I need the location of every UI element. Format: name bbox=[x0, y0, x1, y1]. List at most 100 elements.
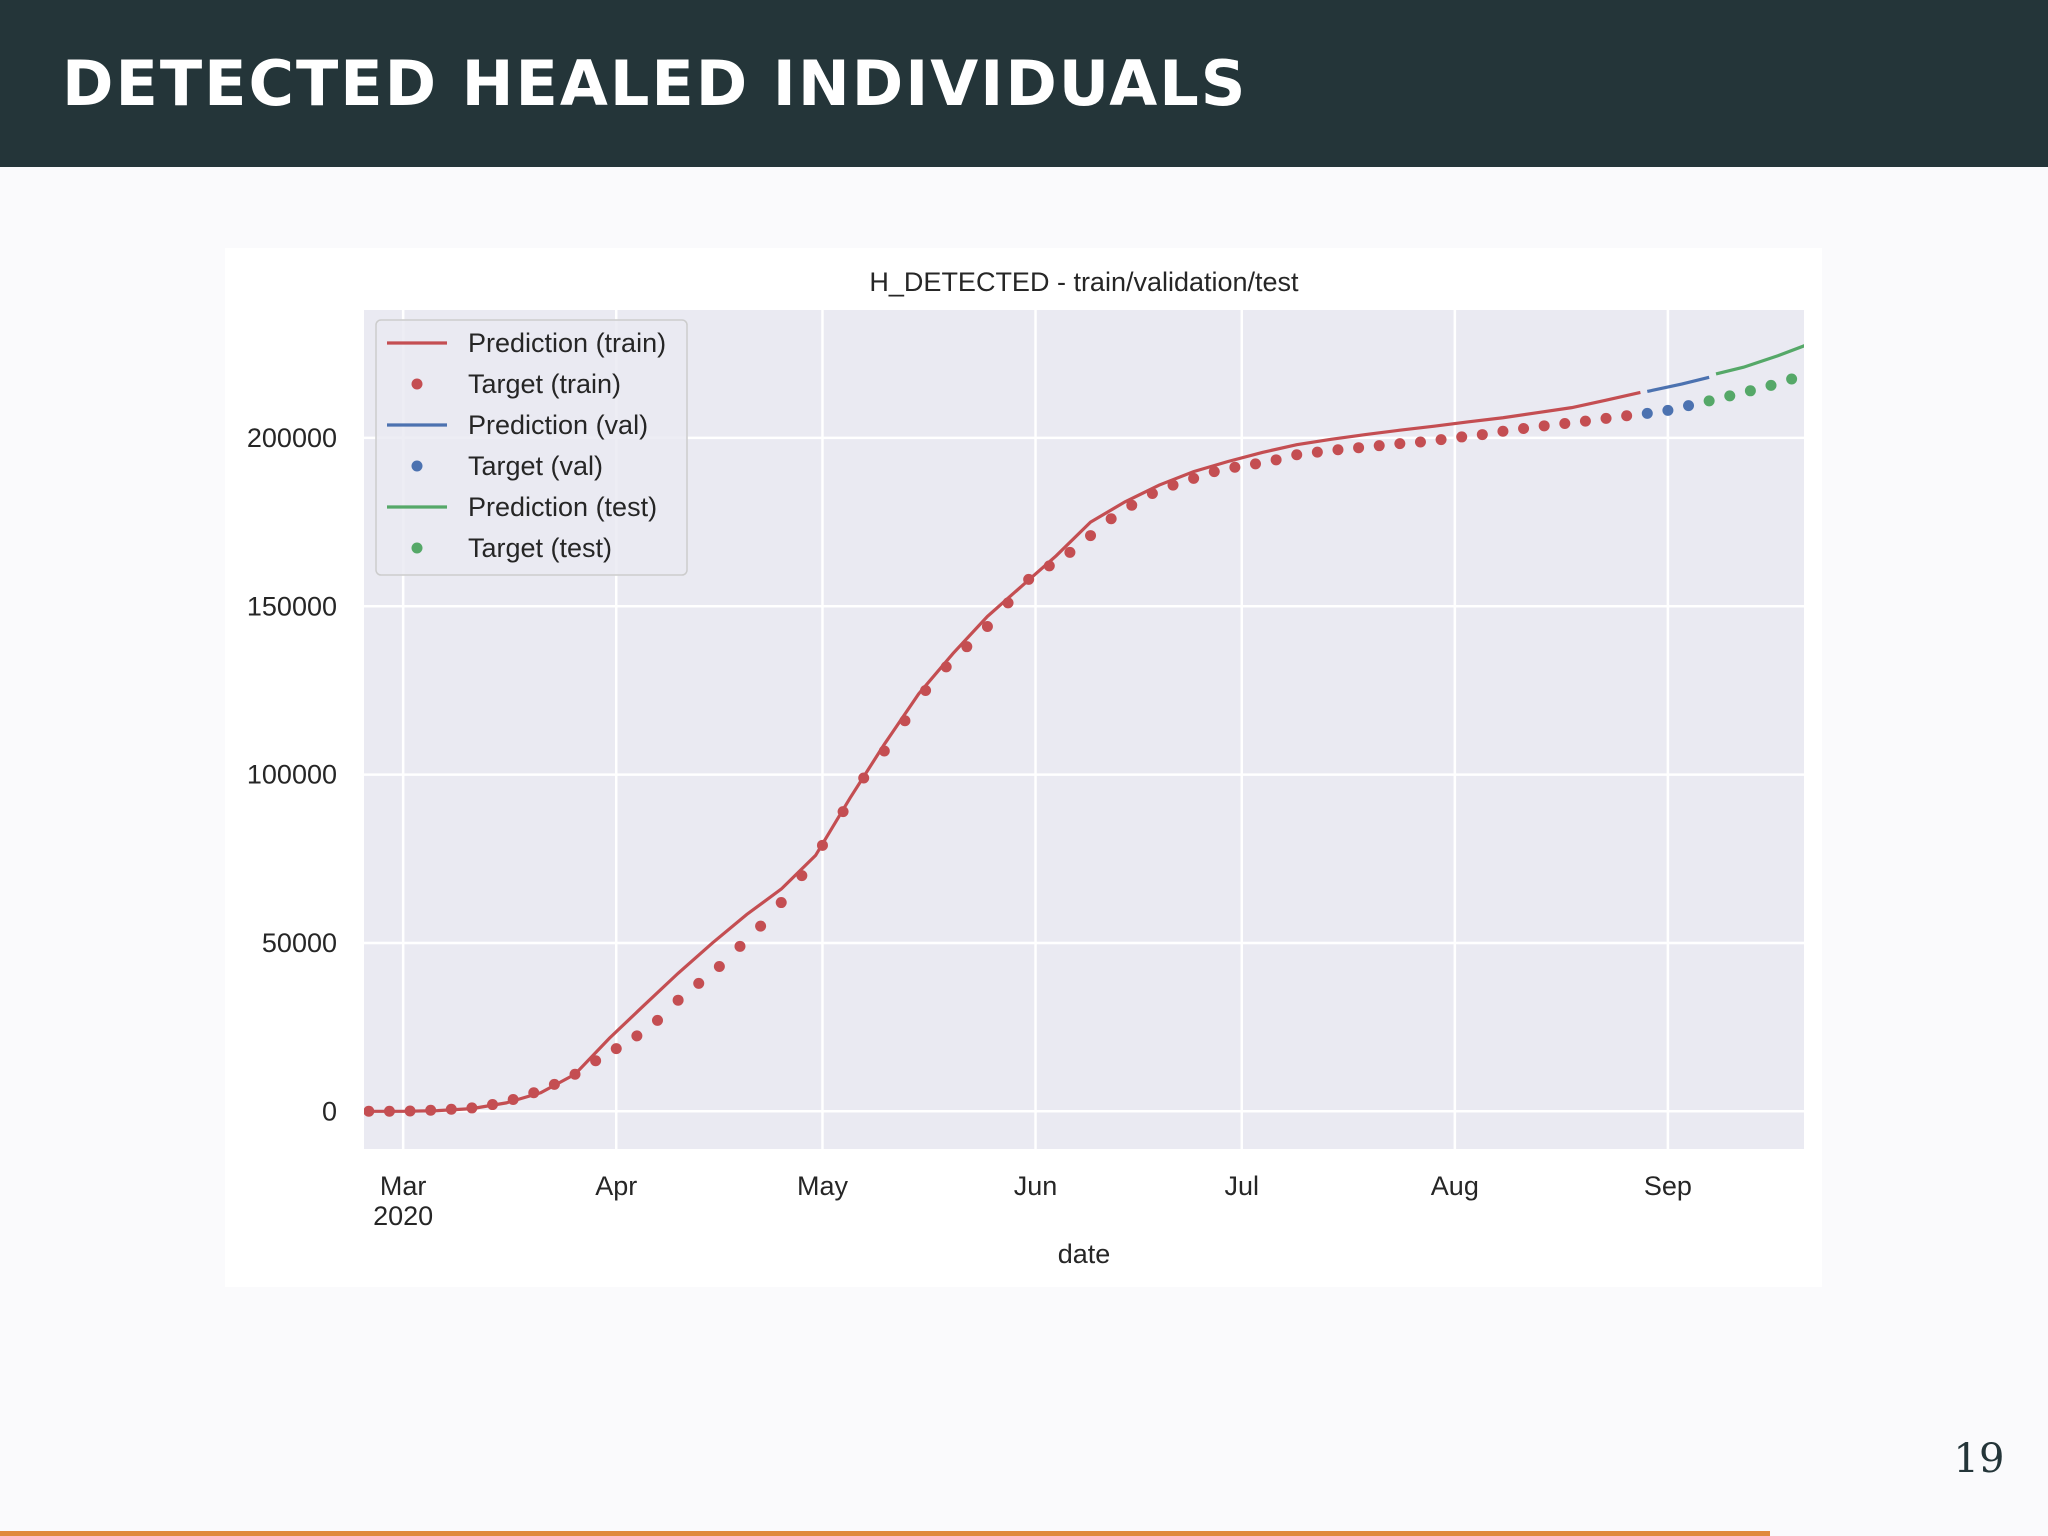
data-point bbox=[507, 1094, 519, 1106]
data-point bbox=[940, 661, 952, 673]
data-point bbox=[961, 641, 973, 653]
data-point bbox=[981, 620, 993, 632]
legend-swatch bbox=[411, 542, 423, 554]
y-tick-label: 0 bbox=[322, 1096, 337, 1126]
data-point bbox=[1064, 546, 1076, 558]
data-point bbox=[693, 977, 705, 989]
y-tick-label: 200000 bbox=[247, 423, 337, 453]
data-point bbox=[1394, 438, 1406, 450]
data-point bbox=[528, 1087, 540, 1099]
legend-label: Prediction (test) bbox=[468, 492, 657, 522]
chart: H_DETECTED - train/validation/test date … bbox=[247, 267, 1804, 1269]
data-point bbox=[1765, 379, 1777, 391]
data-point bbox=[755, 920, 767, 932]
y-tick-label: 150000 bbox=[247, 591, 337, 621]
data-point bbox=[466, 1102, 478, 1114]
x-tick-label: May bbox=[797, 1171, 849, 1201]
legend-label: Target (test) bbox=[468, 533, 612, 563]
data-point bbox=[1146, 487, 1158, 499]
data-point bbox=[1476, 429, 1488, 441]
line-series bbox=[1715, 344, 1804, 376]
header-bar bbox=[0, 0, 2048, 167]
data-point bbox=[1559, 417, 1571, 429]
line-series bbox=[1646, 375, 1710, 394]
data-point bbox=[487, 1099, 499, 1111]
data-point bbox=[1167, 479, 1179, 491]
data-point bbox=[1002, 597, 1014, 609]
data-point bbox=[1786, 373, 1798, 385]
data-point bbox=[878, 745, 890, 757]
data-point bbox=[610, 1043, 622, 1055]
footer-line bbox=[0, 1531, 1770, 1536]
data-point bbox=[1724, 390, 1736, 402]
data-point bbox=[713, 961, 725, 973]
legend-label: Prediction (train) bbox=[468, 328, 666, 358]
data-point bbox=[1579, 415, 1591, 427]
data-point bbox=[1600, 412, 1612, 424]
data-point bbox=[404, 1105, 416, 1117]
data-point bbox=[816, 839, 828, 851]
x-year-label: 2020 bbox=[373, 1201, 433, 1231]
data-point bbox=[1621, 410, 1633, 422]
data-point bbox=[425, 1104, 437, 1116]
data-point bbox=[1497, 425, 1509, 437]
x-tick-label: Apr bbox=[595, 1171, 637, 1201]
data-point bbox=[1126, 499, 1138, 511]
data-point bbox=[734, 940, 746, 952]
data-point bbox=[1373, 440, 1385, 452]
data-point bbox=[590, 1055, 602, 1067]
legend-label: Prediction (val) bbox=[468, 410, 648, 440]
x-tick-label: Mar bbox=[380, 1171, 427, 1201]
data-point bbox=[569, 1068, 581, 1080]
data-point bbox=[1744, 385, 1756, 397]
page-number: 19 bbox=[1954, 1436, 2005, 1482]
x-tick-label: Jun bbox=[1014, 1171, 1058, 1201]
data-point bbox=[1229, 461, 1241, 473]
legend-box bbox=[375, 319, 688, 576]
data-point bbox=[548, 1078, 560, 1090]
data-point bbox=[672, 994, 684, 1006]
x-tick-label: Sep bbox=[1644, 1171, 1692, 1201]
y-tick-label: 100000 bbox=[247, 760, 337, 790]
data-point bbox=[364, 1105, 375, 1117]
data-point bbox=[1085, 530, 1097, 542]
data-point bbox=[1518, 423, 1530, 435]
data-point bbox=[1043, 560, 1055, 572]
data-point bbox=[1662, 404, 1674, 416]
legend-swatch bbox=[411, 460, 423, 472]
data-point bbox=[796, 870, 808, 882]
legend-label: Target (val) bbox=[468, 451, 603, 481]
data-point bbox=[837, 806, 849, 818]
data-point bbox=[1683, 400, 1695, 412]
data-point bbox=[1105, 513, 1117, 525]
y-tick-label: 50000 bbox=[262, 928, 337, 958]
data-point bbox=[899, 715, 911, 727]
data-point bbox=[1188, 472, 1200, 484]
data-point bbox=[775, 897, 787, 909]
legend-swatch bbox=[411, 378, 423, 390]
chart-title: H_DETECTED - train/validation/test bbox=[869, 267, 1299, 297]
data-point bbox=[858, 772, 870, 784]
data-point bbox=[1208, 466, 1220, 478]
data-point bbox=[1332, 444, 1344, 456]
data-point bbox=[1641, 407, 1653, 419]
x-tick-label: Jul bbox=[1224, 1171, 1259, 1201]
data-point bbox=[383, 1105, 395, 1117]
data-point bbox=[1353, 442, 1365, 454]
data-point bbox=[651, 1014, 663, 1026]
data-point bbox=[1538, 420, 1550, 432]
x-axis-label: date bbox=[1058, 1239, 1111, 1269]
data-point bbox=[1703, 395, 1715, 407]
data-point bbox=[1023, 573, 1035, 585]
data-point bbox=[1249, 458, 1261, 470]
legend-label: Target (train) bbox=[468, 369, 621, 399]
data-point bbox=[1414, 436, 1426, 448]
data-point bbox=[1435, 434, 1447, 446]
data-point bbox=[1311, 446, 1323, 458]
data-point bbox=[1291, 449, 1303, 461]
data-point bbox=[1270, 454, 1282, 466]
data-point bbox=[445, 1103, 457, 1115]
data-marks bbox=[364, 344, 1804, 1117]
data-point bbox=[1456, 431, 1468, 443]
